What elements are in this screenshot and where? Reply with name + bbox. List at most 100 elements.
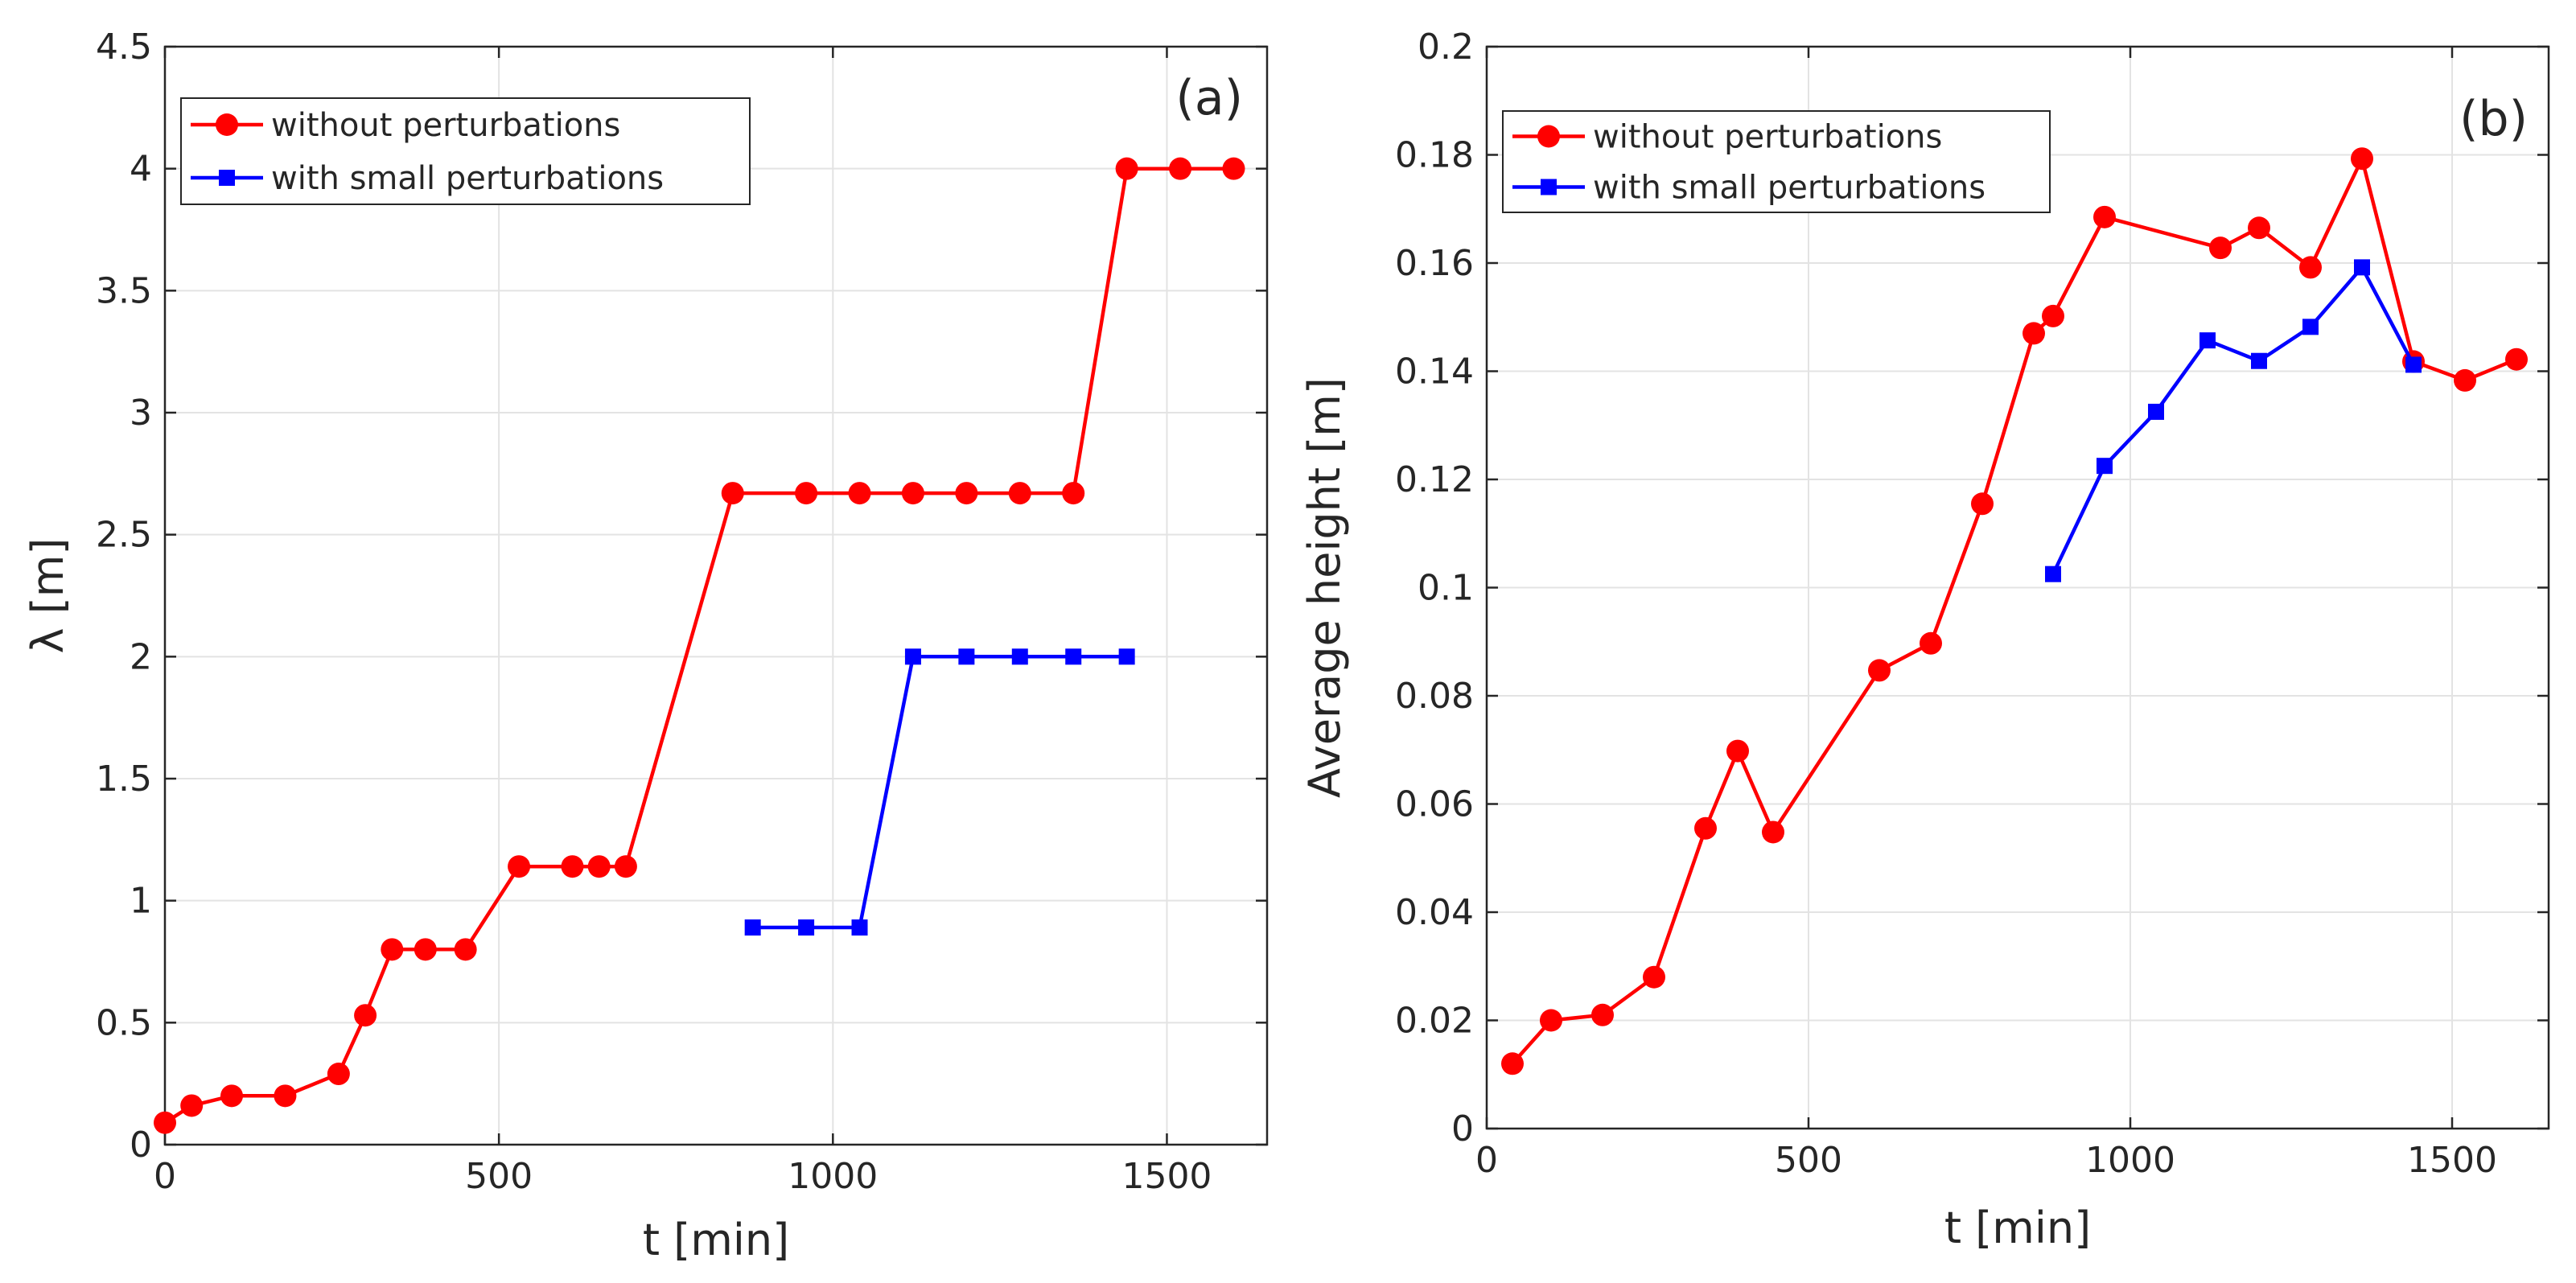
x-axis-label: t [min]	[643, 1215, 789, 1265]
data-point	[2148, 403, 2164, 420]
legend-marker	[219, 170, 235, 186]
data-point	[1062, 482, 1085, 505]
panel-label: (b)	[2459, 91, 2528, 147]
y-tick-label: 0.12	[1395, 459, 1474, 500]
data-point	[508, 855, 531, 878]
data-point	[220, 1084, 244, 1108]
data-point	[958, 648, 975, 665]
y-tick-label: 0.5	[96, 1002, 152, 1043]
x-tick-label: 1000	[788, 1156, 878, 1197]
y-tick-label: 2.5	[96, 515, 152, 556]
data-point	[274, 1084, 297, 1108]
data-point	[2351, 147, 2373, 171]
series-line-2	[2051, 265, 2415, 575]
data-point	[2199, 332, 2216, 349]
data-point	[795, 482, 818, 505]
data-point	[2251, 352, 2267, 369]
y-tick-label: 0.02	[1395, 1001, 1474, 1042]
y-tick-label: 1.5	[96, 759, 152, 800]
y-tick-label: 0.16	[1395, 243, 1474, 284]
data-point	[2248, 216, 2270, 240]
x-tick-label: 500	[465, 1156, 533, 1197]
data-point	[1643, 965, 1665, 989]
legend-item-2: with small perturbations	[1512, 170, 1985, 207]
y-tick-label: 0	[1451, 1108, 1474, 1149]
data-point	[2354, 259, 2370, 276]
data-point	[2299, 256, 2322, 279]
x-tick-label: 0	[154, 1156, 176, 1197]
data-point	[354, 1004, 377, 1027]
legend-label: without perturbations	[1593, 119, 1942, 156]
data-point	[1169, 157, 1192, 180]
data-point	[901, 482, 924, 505]
data-point	[2405, 356, 2422, 373]
data-point	[454, 938, 477, 961]
data-point	[744, 919, 761, 936]
y-tick-label: 0	[130, 1125, 152, 1166]
data-point	[1008, 482, 1031, 505]
data-point	[154, 1111, 176, 1134]
x-tick-label: 1500	[1121, 1156, 1212, 1197]
data-point	[1222, 157, 1245, 180]
panel-label: (a)	[1175, 70, 1243, 126]
y-tick-label: 1	[130, 881, 152, 922]
legend-label: with small perturbations	[271, 160, 664, 197]
y-tick-label: 2	[130, 636, 152, 677]
legend-marker	[1537, 125, 1560, 148]
legend-box	[1502, 110, 2051, 213]
legend-item-2: with small perturbations	[191, 160, 664, 197]
panel-b-chart: 0 500 1000 1500 0 0.02 0.04 0.06 0.08 0.1 0.12 0.14…	[1299, 27, 2550, 1253]
data-point	[381, 938, 404, 961]
axes-box	[163, 45, 1269, 1146]
legend: without perturbations with small perturba…	[1502, 110, 2051, 213]
panel-a-chart: 0 500 1000 1500 0 0.5 1 1.5 2 2.5 3 3.5 4 4.5 t [min] λ…	[23, 27, 1269, 1265]
data-point	[1971, 492, 1994, 516]
y-axis-label: Average height [m]	[1299, 377, 1350, 798]
data-point	[1762, 820, 1784, 844]
legend-marker	[216, 113, 238, 136]
data-point	[2097, 458, 2113, 475]
data-point	[904, 648, 921, 665]
data-point	[2045, 565, 2061, 582]
data-point	[2093, 205, 2116, 228]
data-point	[1868, 659, 1891, 682]
data-point	[1920, 631, 1942, 655]
data-point	[1591, 1003, 1614, 1026]
legend: without perturbations with small perturba…	[180, 97, 751, 205]
data-point	[851, 919, 868, 936]
data-point	[2454, 368, 2476, 392]
y-tick-label: 3.5	[96, 270, 152, 311]
data-point	[848, 482, 871, 505]
data-point	[2505, 347, 2528, 371]
data-point	[180, 1094, 204, 1117]
y-tick-label: 0.18	[1395, 135, 1474, 176]
data-point	[1118, 648, 1135, 665]
data-point	[2023, 322, 2045, 345]
data-point	[1065, 648, 1082, 665]
data-point	[721, 482, 744, 505]
x-tick-label: 500	[1775, 1140, 1842, 1181]
y-tick-label: 0.2	[1418, 27, 1474, 68]
data-point	[1540, 1009, 1562, 1032]
x-tick-label: 1500	[2407, 1140, 2497, 1181]
x-tick-label: 0	[1475, 1140, 1498, 1181]
x-tick-label: 1000	[2085, 1140, 2175, 1181]
y-tick-label: 0.1	[1418, 568, 1474, 609]
data-point	[2209, 236, 2232, 260]
y-tick-label: 0.04	[1395, 892, 1474, 933]
data-point	[955, 482, 978, 505]
x-axis-label: t [min]	[1944, 1203, 2091, 1253]
series-line-2	[752, 655, 1127, 930]
data-point	[1726, 739, 1749, 763]
y-axis-label: λ [m]	[23, 538, 73, 654]
y-tick-label: 0.14	[1395, 352, 1474, 393]
y-tick-label: 0.06	[1395, 784, 1474, 825]
data-point	[2302, 319, 2319, 335]
plot-area	[165, 47, 1267, 1145]
legend-marker	[1541, 179, 1557, 195]
y-tick-label: 4.5	[96, 27, 152, 68]
data-point	[1694, 816, 1717, 840]
legend-label: with small perturbations	[1593, 170, 1985, 207]
legend-item-1: without perturbations	[1512, 119, 1942, 156]
